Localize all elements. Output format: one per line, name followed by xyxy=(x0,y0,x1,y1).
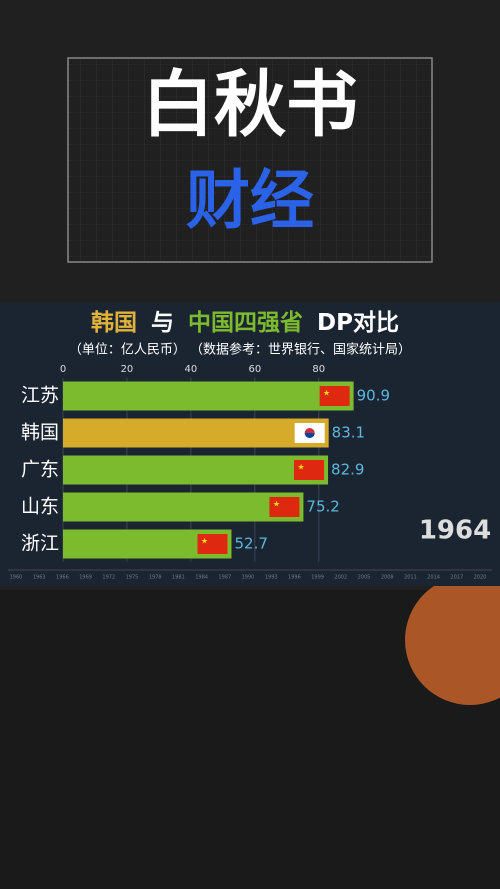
timeline-label: 2011 xyxy=(404,575,417,581)
flag xyxy=(294,460,325,480)
timeline-label: 1978 xyxy=(149,575,162,581)
timeline-label: 1963 xyxy=(33,575,46,581)
timeline-label: 1996 xyxy=(288,575,301,581)
timeline-label: 1987 xyxy=(218,575,231,581)
category-label: 韩国 xyxy=(21,422,59,444)
bar xyxy=(63,418,329,448)
value-label: 52.7 xyxy=(234,535,267,553)
flag xyxy=(197,534,228,554)
flag: ★ xyxy=(297,463,304,472)
year-label: 1964 xyxy=(419,516,491,546)
timeline-label: 1969 xyxy=(79,575,92,581)
title-part: 韩国 xyxy=(91,309,137,336)
timeline-label: 2005 xyxy=(358,575,371,581)
bar xyxy=(63,455,329,485)
flag: ★ xyxy=(273,500,280,509)
x-tick-label: 60 xyxy=(248,364,261,375)
value-label: 90.9 xyxy=(357,387,390,405)
chart-title: 韩国 与 中国四强省 DP对比 xyxy=(91,309,399,336)
title-part: DP对比 xyxy=(317,310,399,336)
timeline-label: 2002 xyxy=(334,575,347,581)
timeline-label: 2008 xyxy=(381,575,394,581)
value-label: 75.2 xyxy=(306,498,339,516)
flag xyxy=(319,386,350,406)
timeline-label: 1975 xyxy=(126,575,139,581)
category-label: 江苏 xyxy=(21,385,59,407)
bar xyxy=(63,492,304,522)
logo-line2: 财经 xyxy=(186,165,314,239)
title-part: 与 xyxy=(151,310,174,336)
timeline-label: 1984 xyxy=(195,575,208,581)
timeline-label: 2020 xyxy=(474,575,487,581)
timeline-label: 1981 xyxy=(172,575,185,581)
x-tick-label: 40 xyxy=(185,364,198,375)
category-label: 广东 xyxy=(21,459,59,481)
timeline-label: 1966 xyxy=(56,575,69,581)
value-label: 83.1 xyxy=(332,424,365,442)
flag xyxy=(269,497,300,517)
flag xyxy=(304,433,315,438)
bar xyxy=(63,381,354,411)
title-part: 中国四强省 xyxy=(188,310,303,336)
timeline-label: 2014 xyxy=(427,575,440,581)
flag: ★ xyxy=(201,537,208,546)
flag: ★ xyxy=(323,389,330,398)
timeline-label: 1960 xyxy=(10,575,23,581)
category-label: 山东 xyxy=(21,496,59,518)
category-label: 浙江 xyxy=(21,533,59,555)
decor-circle xyxy=(405,575,500,705)
value-label: 82.9 xyxy=(331,461,364,479)
timeline-label: 2017 xyxy=(450,575,463,581)
timeline-label: 1993 xyxy=(265,575,278,581)
timeline-label: 1999 xyxy=(311,575,324,581)
timeline-label: 1972 xyxy=(102,575,115,581)
x-tick-label: 20 xyxy=(121,364,134,375)
chart-subtitle: （单位：亿人民币） （数据参考：世界银行、国家统计局） xyxy=(69,342,411,358)
logo-box xyxy=(67,57,433,263)
x-tick-label: 80 xyxy=(312,364,325,375)
timeline-label: 1990 xyxy=(242,575,255,581)
x-tick-label: 0 xyxy=(60,364,66,375)
logo-line1: 白秋书 xyxy=(142,63,358,147)
